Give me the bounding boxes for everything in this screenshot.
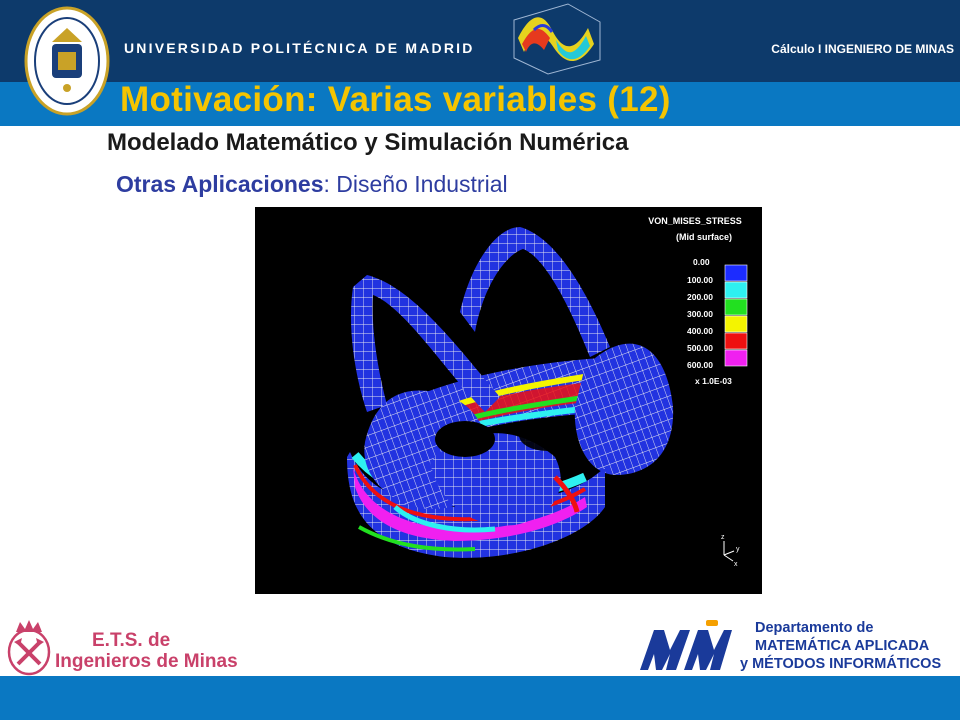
- 3d-surface-plot-icon: [508, 0, 604, 76]
- legend-level-label: 0.00: [693, 257, 710, 267]
- legend-swatch: [724, 349, 748, 367]
- slide-title: Motivación: Varias variables (12): [120, 80, 671, 119]
- title-band: [0, 82, 960, 126]
- legend-title: VON_MISES_STRESS: [648, 216, 742, 226]
- legend-level-label: 400.00: [687, 326, 713, 336]
- legend-level-label: 500.00: [687, 343, 713, 353]
- axis-y-label: y: [736, 546, 740, 553]
- header-band: [0, 0, 960, 82]
- legend-level-label: 200.00: [687, 292, 713, 302]
- legend-level-label: 100.00: [687, 275, 713, 285]
- section-heading-bold: Otras Aplicaciones: [116, 171, 324, 197]
- axis-z-label: z: [721, 534, 725, 541]
- footer-band: [0, 676, 960, 720]
- mami-logo-icon: [640, 620, 732, 670]
- axis-x-label: x: [734, 561, 738, 568]
- section-heading: Otras Aplicaciones: Diseño Industrial: [116, 171, 508, 198]
- university-seal-icon: [24, 6, 110, 116]
- legend-swatch: [724, 332, 748, 350]
- ets-name-line1: E.T.S. de: [92, 630, 171, 651]
- legend-level-label: 300.00: [687, 309, 713, 319]
- fem-mesh-illustration: VON_MISES_STRESS (Mid surface) 0.00 100.…: [347, 216, 748, 568]
- dept-name-line2: MATEMÁTICA APLICADA: [755, 638, 930, 654]
- university-name: UNIVERSIDAD POLITÉCNICA DE MADRID: [124, 40, 475, 56]
- legend-level-label: 600.00: [687, 360, 713, 370]
- crown-picks-icon: [7, 620, 51, 676]
- legend-swatch: [724, 315, 748, 333]
- legend-subtitle: (Mid surface): [676, 232, 732, 242]
- dept-name-line1: Departamento de: [755, 620, 874, 636]
- fem-stress-figure: VON_MISES_STRESS (Mid surface) 0.00 100.…: [255, 207, 762, 594]
- legend-swatch: [724, 264, 748, 282]
- legend-swatch: [724, 281, 748, 299]
- legend-swatch: [724, 298, 748, 316]
- slide-subtitle: Modelado Matemático y Simulación Numéric…: [107, 129, 629, 156]
- section-heading-rest: : Diseño Industrial: [323, 171, 508, 197]
- legend-scale-factor: x 1.0E-03: [695, 376, 732, 386]
- ets-name-line2: Ingenieros de Minas: [55, 651, 238, 672]
- axis-triad-icon: z y x: [721, 534, 740, 568]
- course-label: Cálculo I INGENIERO DE MINAS: [771, 42, 954, 56]
- dept-name-line3: y MÉTODOS INFORMÁTICOS: [740, 656, 942, 672]
